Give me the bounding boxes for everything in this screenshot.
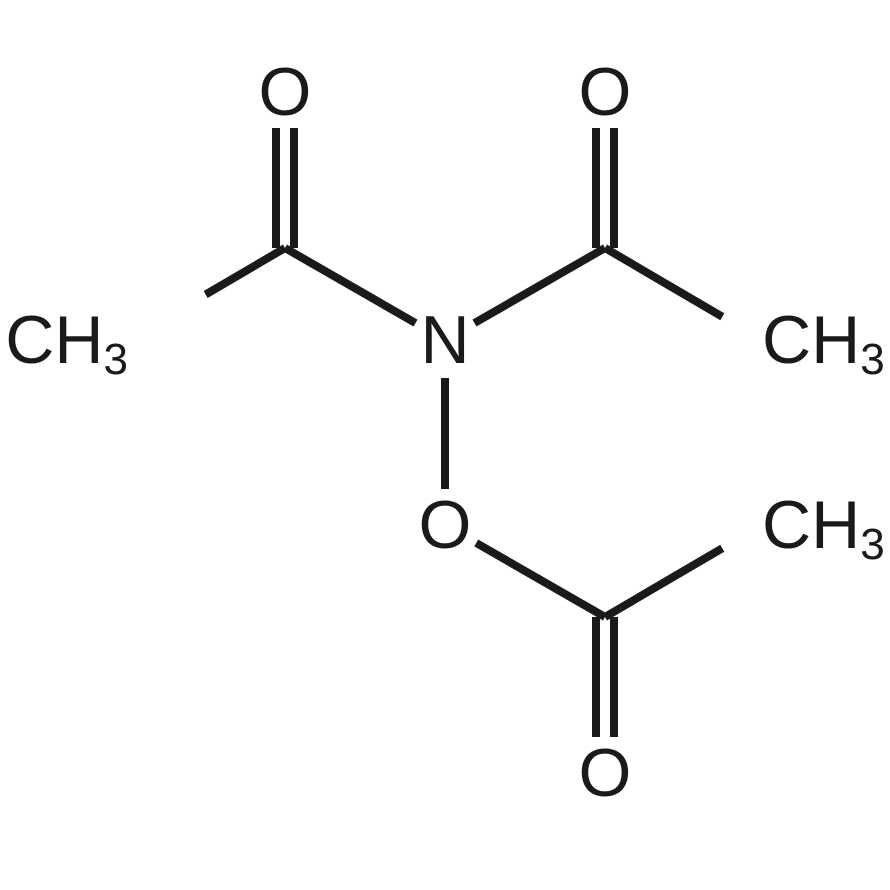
atom-label-O_R: O (579, 54, 632, 130)
bond-C_L-CH3_L (206, 248, 285, 294)
atom-label-CH3_B: CH3 (762, 487, 885, 569)
atom-label-O_B2: O (579, 735, 632, 811)
atom-label-CH3_L: CH3 (5, 302, 128, 384)
atom-label-N: N (420, 302, 469, 378)
bond-N-C_L (285, 248, 416, 323)
chemical-structure: N O CH3 O CH3 O O CH3 (0, 0, 890, 890)
bond-N-C_R (474, 248, 605, 323)
bond-C_B-CH3_B (605, 548, 722, 617)
atom-label-O_L: O (259, 54, 312, 130)
atom-label-O_B: O (419, 487, 472, 563)
bonds-layer (206, 128, 723, 737)
bond-O_B-C_B (476, 543, 605, 617)
atom-label-CH3_R: CH3 (762, 302, 885, 384)
bond-C_R-CH3_R (605, 248, 722, 317)
